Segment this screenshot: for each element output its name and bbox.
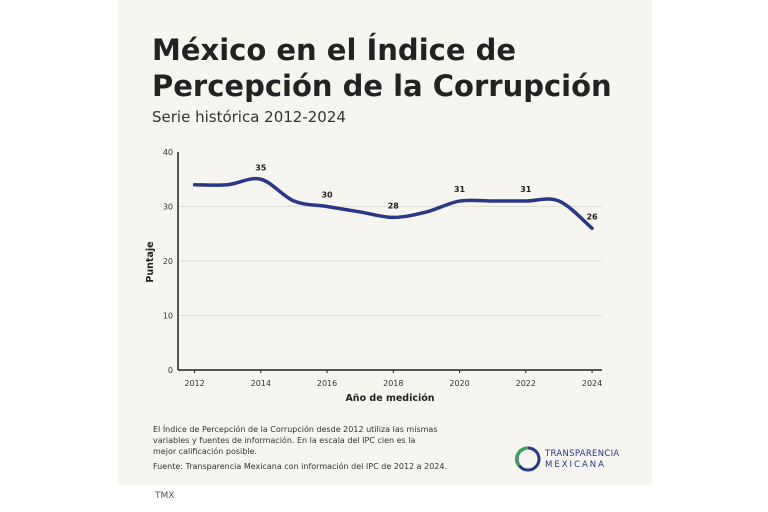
data-label: 30 — [321, 191, 333, 200]
data-label: 35 — [255, 163, 267, 172]
logo-text: TRANSPARENCIA — [544, 449, 620, 459]
credit: TMX — [155, 491, 175, 501]
x-tick-label: 2022 — [516, 379, 536, 388]
x-tick-label: 2018 — [383, 379, 403, 388]
x-axis-label: Año de medición — [345, 393, 434, 404]
chart-title: México en el Índice de — [152, 33, 516, 67]
x-tick-label: 2020 — [449, 379, 469, 388]
y-tick-label: 10 — [163, 312, 173, 321]
chart-subtitle: Serie histórica 2012-2024 — [152, 108, 346, 126]
y-tick-label: 20 — [163, 257, 173, 266]
y-axis-label: Puntaje — [145, 241, 156, 282]
y-tick-label: 30 — [163, 203, 173, 212]
x-tick-label: 2024 — [582, 379, 602, 388]
data-label: 26 — [586, 212, 598, 221]
logo-arc — [514, 446, 529, 467]
logo-text: MEXICANA — [545, 460, 606, 470]
x-tick-label: 2016 — [317, 379, 337, 388]
y-tick-label: 0 — [168, 366, 173, 375]
data-label: 31 — [520, 185, 532, 194]
data-label: 31 — [454, 185, 466, 194]
series-line — [192, 176, 594, 231]
card — [118, 0, 652, 485]
chart-title: Percepción de la Corrupción — [152, 69, 612, 103]
source: Fuente: Transparencia Mexicana con infor… — [153, 462, 448, 471]
data-label: 28 — [388, 201, 400, 210]
x-tick-label: 2014 — [251, 379, 271, 388]
x-tick-label: 2012 — [184, 379, 204, 388]
note: El Índice de Percepción de la Corrupción… — [153, 425, 438, 456]
y-tick-label: 40 — [163, 148, 173, 157]
